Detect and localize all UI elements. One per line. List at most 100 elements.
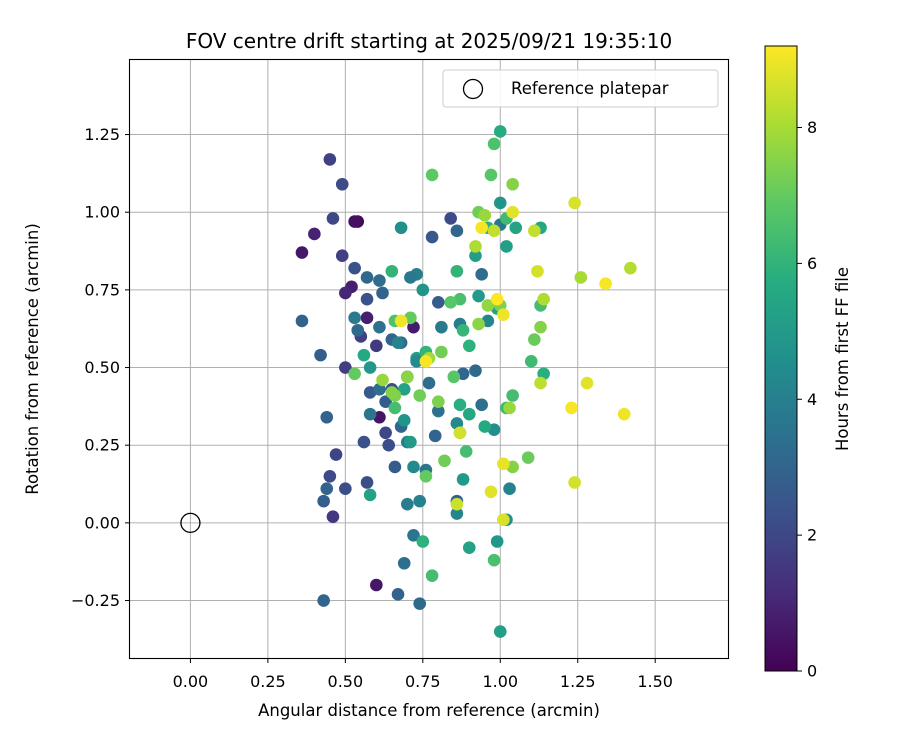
scatter-point: [360, 271, 374, 284]
scatter-point: [373, 274, 386, 287]
scatter-point: [450, 224, 464, 238]
scatter-point: [317, 594, 330, 607]
scatter-point: [487, 553, 501, 567]
scatter-point: [422, 376, 436, 390]
legend: Reference platepar: [442, 69, 719, 108]
plot-area: [128, 58, 730, 660]
scatter-point: [360, 476, 374, 489]
scatter-point: [394, 221, 408, 235]
y-tick-label: 0.75: [84, 280, 120, 299]
x-tick-label: 1.00: [482, 672, 518, 691]
scatter-point: [401, 370, 414, 384]
scatter-point: [397, 414, 411, 427]
scatter-point: [453, 398, 467, 412]
x-tick-label: 1.50: [637, 672, 673, 691]
scatter-point: [357, 348, 371, 362]
scatter-point: [506, 177, 519, 191]
scatter-point: [407, 460, 420, 474]
scatter-point: [382, 438, 396, 452]
scatter-point: [487, 224, 501, 238]
scatter-point: [497, 513, 510, 527]
scatter-point: [295, 314, 309, 328]
x-axis-label: Angular distance from reference (arcmin): [258, 701, 600, 720]
scatter-point: [385, 264, 399, 278]
scatter-point: [360, 292, 374, 306]
scatter-point: [503, 401, 516, 415]
scatter-point: [490, 535, 504, 548]
colorbar-tick-label: 2: [807, 526, 817, 545]
scatter-point: [308, 227, 321, 241]
y-axis-label: Rotation from reference (arcmin): [23, 223, 42, 495]
scatter-point: [351, 323, 365, 337]
scatter-point: [320, 482, 334, 495]
scatter-point: [475, 221, 488, 235]
scatter-point: [416, 283, 430, 297]
scatter-point: [537, 292, 550, 306]
x-tick-label: 0.50: [328, 672, 364, 691]
scatter-point: [599, 277, 612, 290]
scatter-point: [617, 407, 631, 421]
legend-reference-marker: [462, 78, 484, 100]
scatter-point: [568, 476, 581, 489]
y-axis-ticks: −0.25 0.00 0.25 0.50 0.75 1.00 1.25: [71, 125, 130, 610]
scatter-point: [453, 426, 467, 440]
scatter-point: [388, 460, 402, 474]
scatter-point: [394, 314, 408, 328]
scatter-point: [404, 435, 417, 449]
colorbar-tick-label: 4: [807, 390, 817, 409]
x-tick-label: 0.25: [250, 672, 286, 691]
scatter-point: [431, 296, 445, 309]
scatter-point: [450, 264, 464, 278]
y-tick-label: 0.25: [84, 436, 120, 455]
scatter-point: [484, 168, 498, 182]
scatter-point: [469, 240, 482, 253]
scatter-point: [509, 221, 523, 235]
scatter-point: [528, 224, 541, 238]
scatter-point: [413, 597, 427, 610]
scatter-point: [376, 286, 389, 300]
y-tick-label: −0.25: [71, 591, 120, 610]
y-tick-label: 0.00: [84, 513, 120, 532]
legend-entry-label: Reference platepar: [511, 79, 669, 98]
scatter-point: [456, 473, 470, 486]
scatter-point: [428, 429, 442, 443]
scatter-point: [419, 469, 433, 483]
scatter-point: [568, 196, 581, 210]
scatter-point: [462, 407, 476, 421]
scatter-point: [503, 482, 516, 495]
legend-box: [442, 69, 719, 108]
scatter-point: [497, 457, 510, 471]
scatter-point: [379, 426, 392, 440]
scatter-point: [528, 333, 541, 346]
scatter-point: [450, 507, 464, 520]
scatter-point: [459, 445, 473, 458]
scatter-point: [506, 205, 519, 219]
reference-marker: [180, 512, 201, 534]
colorbar: 0 2 4 6 8 Hours from first FF file: [764, 45, 852, 681]
x-tick-label: 0.00: [173, 672, 209, 691]
scatter-point: [397, 382, 411, 396]
scatter-point: [484, 485, 498, 499]
scatter-point: [493, 125, 507, 138]
scatter-point: [314, 348, 327, 362]
x-axis-ticks: 0.00 0.25 0.50 0.75 1.00 1.25 1.50: [173, 658, 673, 691]
scatter-point: [407, 528, 420, 542]
scatter-point: [339, 482, 352, 495]
scatter-point: [472, 289, 485, 303]
grid: [130, 60, 728, 658]
scatter-point: [431, 404, 445, 418]
scatter-point: [456, 323, 470, 337]
scatter-points: [295, 125, 637, 638]
scatter-point: [444, 296, 457, 309]
scatter-point: [481, 299, 495, 312]
scatter-point: [379, 395, 392, 409]
scatter-point: [410, 355, 423, 368]
scatter-point: [624, 261, 637, 275]
scatter-point: [462, 339, 476, 353]
scatter-point: [574, 271, 588, 284]
scatter-point: [435, 345, 448, 359]
scatter-point: [363, 407, 377, 421]
scatter-point: [339, 286, 352, 300]
scatter-point: [326, 510, 340, 523]
